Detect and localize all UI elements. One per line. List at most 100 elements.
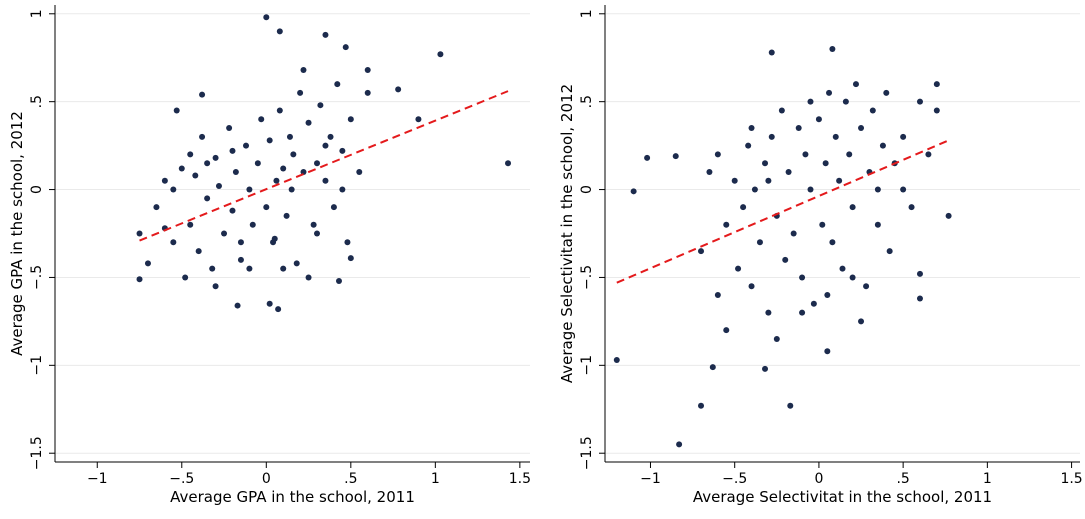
point bbox=[314, 160, 321, 167]
fit-line bbox=[139, 90, 509, 242]
point bbox=[839, 265, 846, 272]
point bbox=[787, 402, 794, 409]
point bbox=[773, 335, 780, 342]
y-tick-label: −.5 bbox=[579, 265, 595, 290]
point bbox=[748, 283, 755, 290]
point bbox=[356, 168, 363, 175]
y-tick-label: −1.5 bbox=[29, 436, 45, 470]
point bbox=[286, 133, 293, 140]
point bbox=[221, 230, 228, 237]
point bbox=[900, 133, 907, 140]
point bbox=[199, 133, 206, 140]
point bbox=[347, 116, 354, 123]
point bbox=[271, 235, 278, 242]
y-tick-label: 0 bbox=[579, 185, 595, 194]
y-tick-label: 0 bbox=[29, 185, 45, 194]
x-tick-label: 1.5 bbox=[1060, 471, 1082, 487]
point bbox=[869, 107, 876, 114]
point bbox=[925, 151, 932, 158]
point bbox=[883, 89, 890, 96]
point bbox=[192, 172, 199, 179]
point bbox=[908, 204, 915, 211]
point bbox=[768, 133, 775, 140]
point bbox=[505, 160, 512, 167]
point bbox=[212, 154, 219, 161]
point bbox=[266, 137, 273, 144]
point bbox=[709, 364, 716, 371]
point bbox=[933, 81, 940, 88]
point bbox=[762, 365, 769, 372]
point bbox=[254, 160, 261, 167]
x-tick-label: 1.5 bbox=[509, 471, 531, 487]
point bbox=[778, 107, 785, 114]
point bbox=[263, 14, 270, 21]
point bbox=[886, 248, 893, 255]
point bbox=[280, 265, 287, 272]
point bbox=[322, 142, 329, 149]
point bbox=[226, 125, 233, 132]
point bbox=[765, 177, 772, 184]
point bbox=[842, 98, 849, 105]
point bbox=[415, 116, 422, 123]
point bbox=[945, 212, 952, 219]
point bbox=[698, 402, 705, 409]
x-tick-label: 0 bbox=[262, 471, 271, 487]
point bbox=[762, 160, 769, 167]
point bbox=[232, 168, 239, 175]
point bbox=[209, 265, 216, 272]
point bbox=[237, 239, 244, 246]
x-tick-label: −1 bbox=[87, 471, 108, 487]
point bbox=[305, 119, 312, 126]
point bbox=[613, 357, 620, 364]
point bbox=[849, 274, 856, 281]
point bbox=[339, 186, 346, 193]
point bbox=[275, 306, 282, 313]
y-tick-label: 1 bbox=[579, 9, 595, 18]
point bbox=[339, 147, 346, 154]
point bbox=[330, 204, 337, 211]
point bbox=[714, 151, 721, 158]
point bbox=[229, 147, 236, 154]
point bbox=[630, 188, 637, 195]
point bbox=[676, 441, 683, 448]
point bbox=[819, 221, 826, 228]
point bbox=[810, 300, 817, 307]
y-tick-label: 1 bbox=[29, 9, 45, 18]
point bbox=[136, 276, 143, 283]
point bbox=[916, 270, 923, 277]
point bbox=[858, 125, 865, 132]
point bbox=[182, 274, 189, 281]
x-tick-label: 0 bbox=[814, 471, 823, 487]
point bbox=[258, 116, 265, 123]
point bbox=[273, 177, 280, 184]
point bbox=[263, 204, 270, 211]
point bbox=[173, 107, 180, 114]
point bbox=[846, 151, 853, 158]
x-axis-title: Average GPA in the school, 2011 bbox=[170, 488, 415, 506]
point bbox=[768, 49, 775, 56]
point bbox=[215, 183, 222, 190]
point bbox=[317, 102, 324, 109]
point bbox=[836, 177, 843, 184]
point bbox=[824, 348, 831, 355]
point bbox=[852, 81, 859, 88]
point bbox=[249, 221, 256, 228]
point bbox=[706, 168, 713, 175]
x-tick-label: .5 bbox=[344, 471, 357, 487]
point bbox=[334, 81, 341, 88]
y-axis-title: Average GPA in the school, 2012 bbox=[8, 111, 26, 356]
point bbox=[364, 67, 371, 74]
point bbox=[229, 207, 236, 214]
point bbox=[293, 260, 300, 267]
point bbox=[933, 107, 940, 114]
point bbox=[187, 151, 194, 158]
point bbox=[782, 256, 789, 263]
point bbox=[136, 230, 143, 237]
point bbox=[785, 168, 792, 175]
point bbox=[879, 142, 886, 149]
point bbox=[276, 28, 283, 35]
point bbox=[751, 186, 758, 193]
point bbox=[802, 151, 809, 158]
